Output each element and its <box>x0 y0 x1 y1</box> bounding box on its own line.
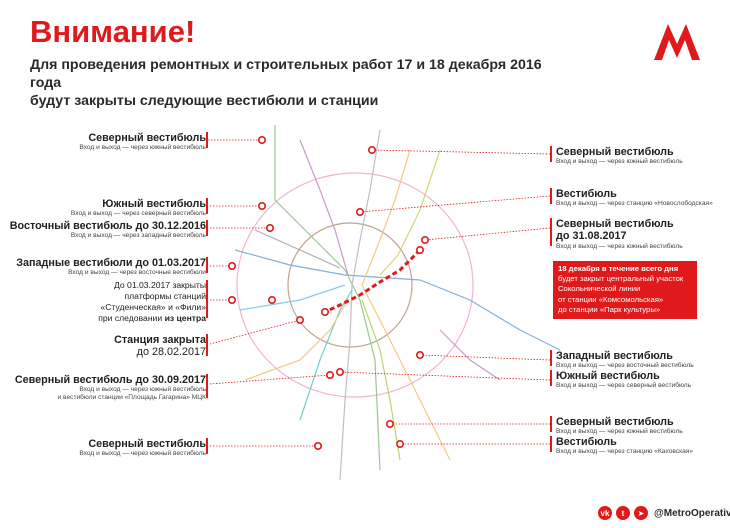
annotation-sub: Вход и выход — через южный вестибюль <box>556 242 683 250</box>
annotation-sub: Вход и выход — через восточный вестибюль <box>556 362 694 370</box>
annotation-line-text: при следовании <box>98 313 165 323</box>
metro-logo-icon <box>654 24 700 60</box>
notice-line-4: от станции «Комсомольская» <box>558 294 664 304</box>
annotation-heading: Южный вестибюль <box>556 370 660 382</box>
subtitle-line-1: Для проведения ремонтных и строительных … <box>30 57 542 91</box>
notice-line-5: до станции «Парк культуры» <box>558 304 661 314</box>
annotation-right-6: Северный вестибюль Вход и выход — через … <box>556 416 683 436</box>
annotation-sub: Вход и выход — через восточные вестибюли <box>68 269 206 277</box>
closure-notice: 18 декабря в течение всего дня будет зак… <box>553 261 697 319</box>
annotation-right-5: Южный вестибюль Вход и выход — через сев… <box>556 370 691 390</box>
telegram-icon[interactable]: ➤ <box>634 506 648 520</box>
notice-line-2: будет закрыт центральный участок <box>558 274 684 284</box>
notice-line-3: Сокольнической линии <box>558 284 641 294</box>
annotation-line: До 01.03.2017 закрыты <box>113 280 206 290</box>
subtitle-line-2: будут закрыты следующие вестибюли и стан… <box>30 93 379 109</box>
annotation-left-8: Северный вестибюль Вход и выход — через … <box>79 438 206 458</box>
annotation-sub: Вход и выход — через южный вестибюль <box>79 450 206 458</box>
annotation-sub: Вход и выход — через западный вестибюль <box>70 232 206 240</box>
annotation-heading: Северный вестибюль <box>88 132 206 144</box>
page-subtitle: Для проведения ремонтных и строительных … <box>30 56 570 110</box>
annotation-right-3: Северный вестибюль до 31.08.2017 Вход и … <box>556 218 683 250</box>
annotation-sub-2: и вестибюли станции «Площадь Гагарина» М… <box>57 393 206 401</box>
annotation-heading: Северный вестибюль <box>88 438 206 450</box>
annotation-heading: Вестибюль <box>556 188 617 200</box>
annotation-sub: Вход и выход — через станцию «Каховская» <box>556 448 694 456</box>
annotation-sub: Вход и выход — через северный вестибюль <box>556 382 692 390</box>
annotation-sub: Вход и выход — через южный вестибюль <box>556 158 683 166</box>
annotation-heading: Северный вестибюль до 30.09.2017 <box>14 374 206 386</box>
annotation-heading: Северный вестибюль <box>556 218 674 230</box>
annotation-heading-2: до 31.08.2017 <box>556 230 627 243</box>
twitter-icon[interactable]: t <box>616 506 630 520</box>
annotation-left-6: Станция закрыта до 28.02.2017 <box>114 334 206 359</box>
annotation-left-3: Восточный вестибюль до 30.12.2016 Вход и… <box>10 220 206 240</box>
notice-line-1: 18 декабря в течение всего дня <box>558 264 679 273</box>
annotation-right-7: Вестибюль Вход и выход — через станцию «… <box>556 436 693 456</box>
annotation-left-4: Западные вестибюли до 01.03.2017 Вход и … <box>16 257 206 277</box>
annotation-heading: Вестибюль <box>556 436 617 448</box>
annotation-heading: Северный вестибюль <box>556 146 674 158</box>
annotation-heading-2: до 28.02.2017 <box>136 346 206 359</box>
social-links: vk t ➤ @MetroOperativno <box>598 504 730 522</box>
annotation-heading: Северный вестибюль <box>556 416 674 428</box>
annotation-line: платформы станций <box>124 291 206 301</box>
annotation-line: «Студенческая» и «Фили» <box>100 302 206 312</box>
annotation-sub: Вход и выход — через северный вестибюль <box>70 210 206 218</box>
annotation-sub: Вход и выход — через южный вестибюль <box>556 428 683 436</box>
annotation-sub: Вход и выход — через станцию «Новослобод… <box>556 200 713 208</box>
vk-icon[interactable]: vk <box>598 506 612 520</box>
annotation-heading: Западный вестибюль <box>556 350 673 362</box>
social-handle[interactable]: @MetroOperativno <box>654 507 730 519</box>
annotation-sub: Вход и выход — через южный вестибюль <box>79 386 206 394</box>
annotation-line-bold: из центра <box>164 313 206 323</box>
annotation-sub: Вход и выход — через южный вестибюль <box>79 144 206 152</box>
annotation-right-2: Вестибюль Вход и выход — через станцию «… <box>556 188 713 208</box>
annotation-line: при следовании из центра <box>98 313 206 324</box>
annotation-left-5: До 01.03.2017 закрыты платформы станций … <box>98 280 206 324</box>
annotation-heading: Восточный вестибюль до 30.12.2016 <box>9 220 206 232</box>
annotation-left-1: Северный вестибюль Вход и выход — через … <box>79 132 206 152</box>
annotation-right-4: Западный вестибюль Вход и выход — через … <box>556 350 694 370</box>
annotation-heading: Западные вестибюли до 01.03.2017 <box>16 257 206 269</box>
annotation-heading: Станция закрыта <box>114 334 206 346</box>
annotation-right-1: Северный вестибюль Вход и выход — через … <box>556 146 683 166</box>
annotation-heading: Южный вестибюль <box>102 198 206 210</box>
annotation-left-7: Северный вестибюль до 30.09.2017 Вход и … <box>15 374 206 402</box>
annotation-left-2: Южный вестибюль Вход и выход — через сев… <box>71 198 206 218</box>
page-title: Внимание! <box>30 14 196 49</box>
